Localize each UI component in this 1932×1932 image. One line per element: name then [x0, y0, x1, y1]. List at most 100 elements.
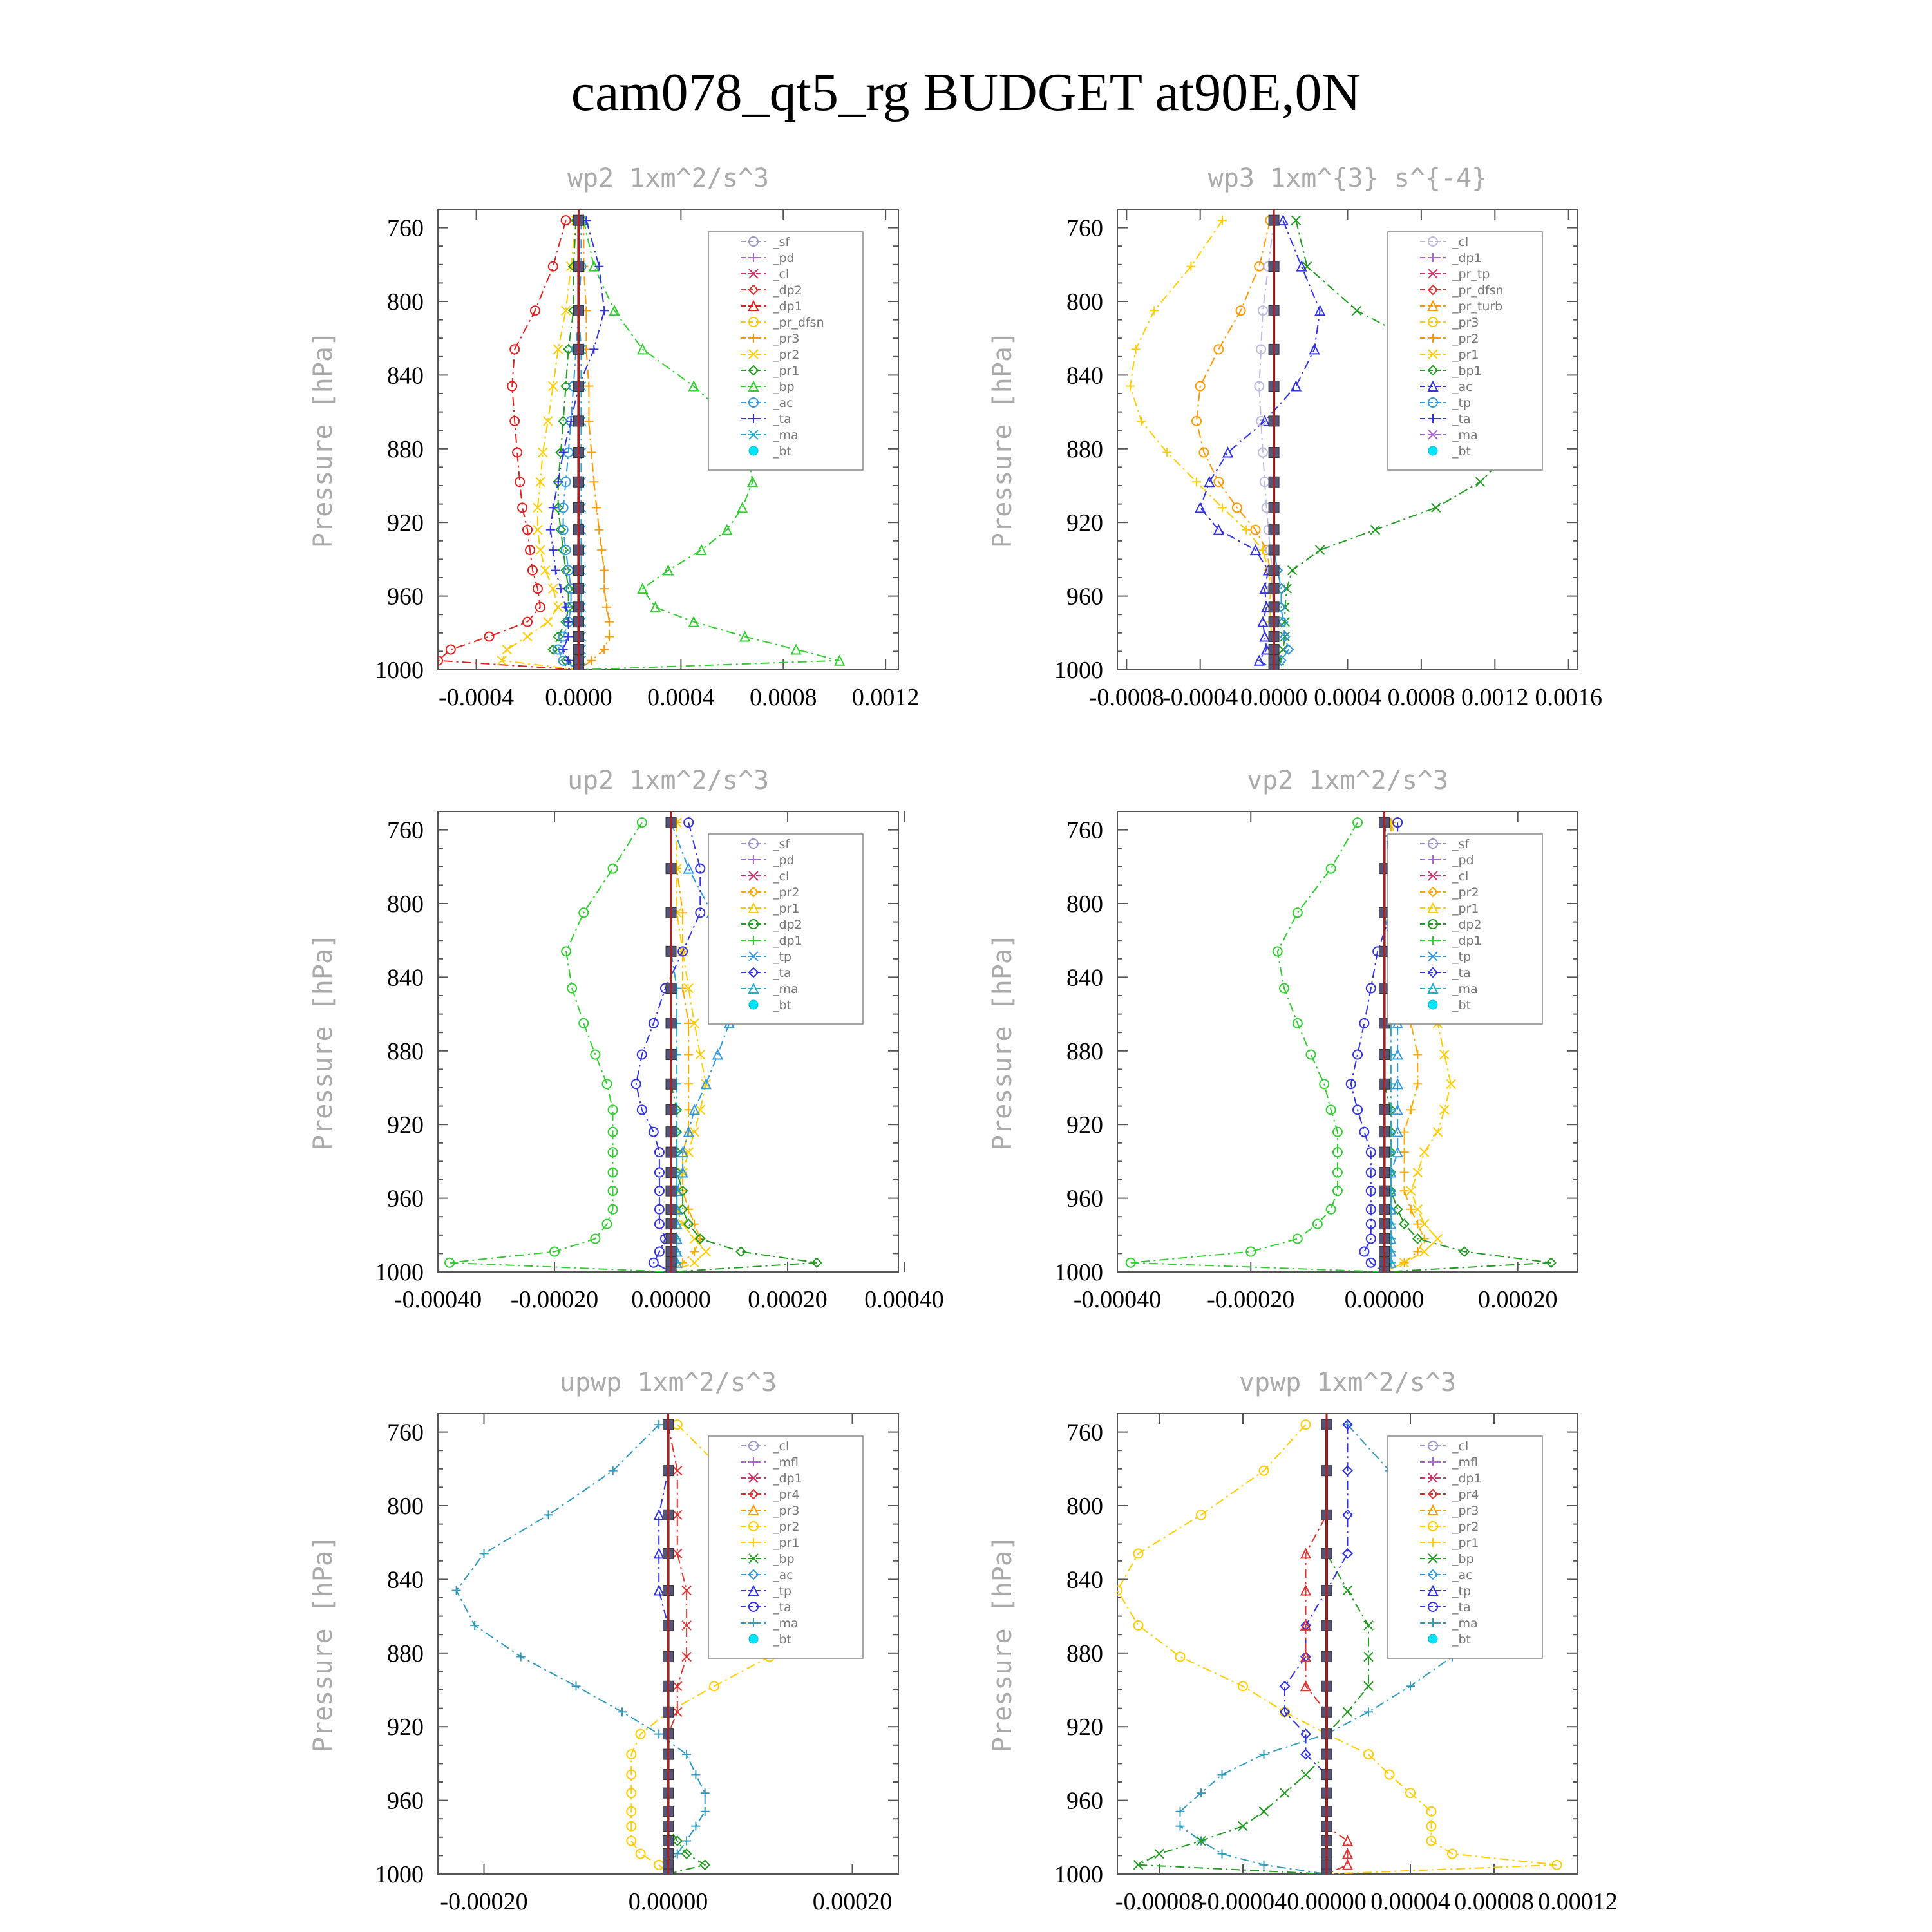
data-point	[1196, 1835, 1206, 1846]
data-point	[558, 502, 569, 513]
data-point	[1412, 1204, 1423, 1215]
data-point	[578, 1018, 589, 1028]
data-point	[681, 1651, 692, 1662]
data-point	[1406, 1105, 1416, 1115]
legend-item: _dp1	[741, 1472, 802, 1486]
legend-item: _cl	[1420, 235, 1468, 249]
legend-item: _sf	[741, 235, 790, 249]
data-point	[1332, 1167, 1343, 1178]
legend-marker	[1427, 284, 1439, 296]
data-point	[1279, 983, 1290, 994]
y-tick-label: 920	[1066, 509, 1103, 536]
legend-marker	[1428, 871, 1438, 881]
data-point	[1399, 1148, 1409, 1157]
data-point	[681, 1848, 692, 1859]
legend-marker	[748, 397, 759, 408]
data-point	[695, 1049, 705, 1060]
data-point	[1197, 1788, 1206, 1798]
data-point	[1300, 1728, 1311, 1740]
x-tick-label: 0.0016	[1535, 684, 1602, 711]
data-point	[635, 1848, 646, 1859]
legend-marker	[748, 380, 759, 392]
data-point	[654, 1167, 665, 1178]
data-point	[700, 1788, 710, 1798]
y-tick-label: 880	[1066, 436, 1103, 463]
legend-box	[708, 231, 864, 471]
legend-label: _pr2	[1452, 886, 1479, 900]
data-point	[648, 1257, 659, 1268]
data-point	[689, 1126, 699, 1137]
x-tick-label: -0.00004	[1199, 1888, 1287, 1915]
panel-title: vpwp 1xm^2/s^3	[1239, 1368, 1456, 1397]
y-tick-label: 760	[387, 817, 424, 844]
data-point	[543, 416, 553, 426]
legend-marker	[748, 1569, 759, 1580]
legend-marker	[1427, 1488, 1439, 1500]
legend-label: _pr3	[772, 332, 799, 346]
y-tick-label: 840	[387, 362, 424, 389]
data-point	[1198, 447, 1209, 458]
y-axis-label: Pressure [hPa]	[308, 933, 338, 1150]
legend-marker	[748, 446, 759, 456]
data-point	[484, 631, 495, 642]
data-point	[1406, 1204, 1416, 1214]
legend-label: _pr_dfsn	[1452, 283, 1504, 298]
data-point	[1332, 1147, 1343, 1158]
legend-marker	[748, 871, 759, 881]
legend-marker	[748, 1553, 759, 1564]
x-tick-label: 0.0004	[1314, 684, 1381, 711]
data-point	[1238, 1821, 1248, 1832]
data-point	[630, 1079, 641, 1090]
data-point	[1446, 1079, 1456, 1089]
data-point	[1250, 524, 1261, 535]
chart-panel-1: wp2 1xm^2/s^3 Pressure [hPa] 760 800 840 880 9…	[308, 164, 919, 711]
data-point	[445, 644, 456, 655]
data-point	[653, 1584, 665, 1596]
data-point	[600, 306, 609, 316]
data-point	[1175, 1651, 1186, 1662]
y-tick-label: 800	[387, 891, 424, 918]
y-tick-label: 840	[387, 964, 424, 991]
data-point	[525, 545, 535, 556]
data-point	[1296, 260, 1307, 272]
data-point	[564, 617, 573, 627]
data-point	[1213, 477, 1224, 488]
data-point	[1133, 1620, 1144, 1631]
legend-marker	[1428, 1634, 1438, 1644]
data-point	[602, 602, 612, 612]
data-point	[548, 545, 558, 555]
legend-item: _dp1	[741, 934, 802, 948]
y-tick-label: 800	[1066, 289, 1103, 316]
legend-item: _pr2	[741, 1520, 799, 1534]
x-tick-label: -0.00008	[1115, 1888, 1203, 1915]
legend-label: _dp2	[772, 283, 802, 298]
y-tick-label: 800	[387, 1493, 424, 1520]
legend-marker	[1428, 349, 1438, 359]
legend-label: _bp1	[1452, 364, 1482, 378]
data-point	[1175, 1806, 1185, 1816]
legend-item: _pr2	[1420, 1520, 1479, 1534]
data-point	[551, 565, 560, 575]
legend-marker	[1428, 397, 1438, 408]
y-tick-label: 800	[387, 289, 424, 316]
data-point	[1363, 1620, 1374, 1631]
data-point	[683, 1126, 694, 1137]
data-point	[701, 1246, 712, 1257]
data-point	[1258, 1465, 1269, 1476]
data-point	[1195, 502, 1206, 513]
legend-item: _sf	[1420, 837, 1470, 851]
x-tick-label: 0.00020	[1478, 1286, 1558, 1313]
series-line	[1135, 1425, 1369, 1874]
data-point	[584, 416, 594, 426]
x-tick-label: -0.00020	[1207, 1286, 1294, 1313]
series-line	[1284, 1425, 1349, 1874]
legend-label: _mfl	[1452, 1455, 1478, 1470]
legend-item: _pr2	[1420, 332, 1479, 346]
data-point	[607, 863, 618, 874]
legend-label: _cl	[772, 869, 789, 884]
data-point	[681, 1620, 692, 1631]
data-point	[690, 1219, 699, 1229]
legend: _sf _pd _cl _pr2 _pr1 _dp2 _dp1 _tp _ta _ma _bt	[708, 833, 864, 1025]
data-point	[688, 380, 699, 392]
